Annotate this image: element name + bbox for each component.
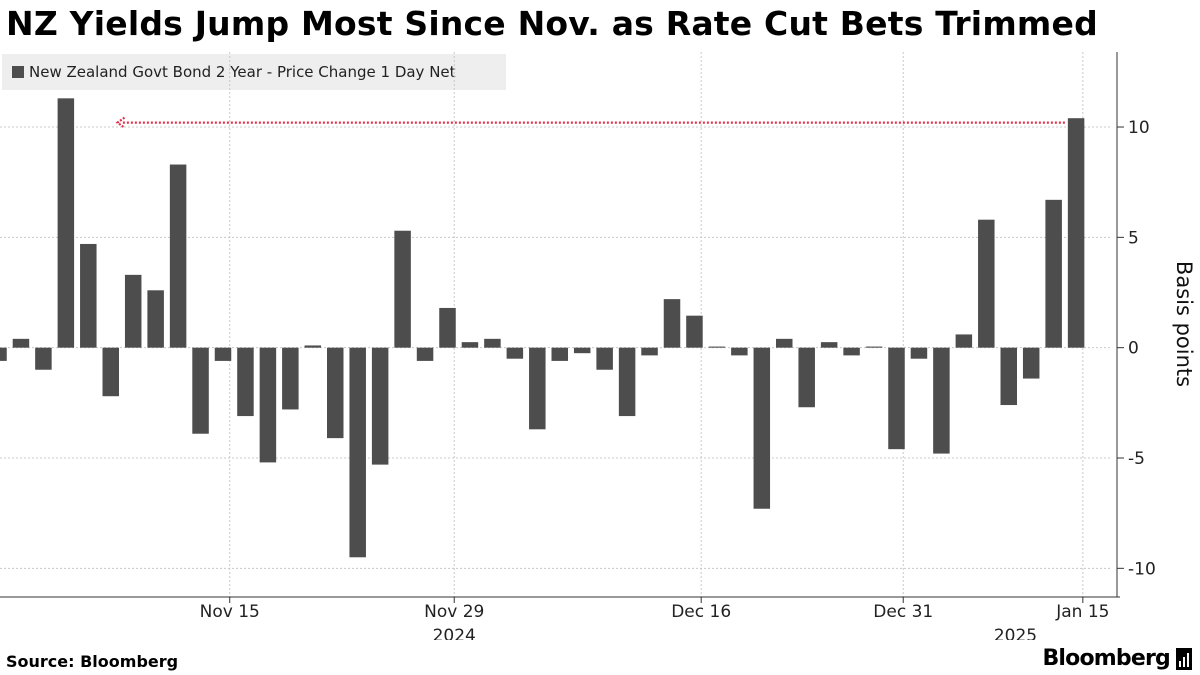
bar [618, 347, 636, 417]
bar [551, 347, 568, 361]
bar [35, 347, 52, 370]
y-tick-label: 5 [1128, 228, 1139, 248]
bloomberg-terminal-icon [1176, 647, 1192, 670]
bloomberg-logo: Bloomberg [1042, 646, 1192, 671]
bar [573, 347, 591, 354]
bar [461, 342, 479, 348]
bar [282, 347, 299, 410]
bar [843, 347, 860, 356]
bar [731, 347, 748, 356]
bar [1000, 347, 1017, 406]
bar [641, 347, 658, 356]
x-tick-label: Dec 31 [873, 602, 933, 622]
bar [978, 219, 995, 348]
bar [304, 345, 322, 348]
bar [506, 347, 524, 359]
x-tick-label: Dec 16 [671, 602, 731, 622]
bar [439, 307, 456, 348]
bar [80, 243, 97, 348]
x-tick-label: Nov 29 [424, 602, 484, 622]
bar [327, 347, 344, 439]
bar [237, 347, 254, 417]
x-year-label: 2025 [994, 626, 1037, 640]
bar [596, 347, 613, 370]
source-note: Source: Bloomberg [6, 652, 179, 671]
bar [888, 347, 905, 450]
bar [124, 274, 142, 348]
bar [663, 299, 681, 348]
gridlines [0, 52, 1110, 597]
legend-label: New Zealand Govt Bond 2 Year - Price Cha… [29, 63, 456, 81]
x-tick-label: Jan 15 [1055, 602, 1109, 622]
legend: New Zealand Govt Bond 2 Year - Price Cha… [2, 54, 506, 90]
bar [1022, 347, 1040, 379]
bar [371, 347, 389, 465]
annotation [115, 116, 1065, 129]
x-tick-label: Nov 15 [200, 602, 260, 622]
bar [57, 98, 75, 348]
bar [910, 347, 928, 359]
bar [865, 346, 883, 348]
axes: -10 -5 0 5 10 Nov 15 Nov 29 Dec 16 Dec 31 Jan 15 2… [0, 52, 1156, 640]
legend-swatch [12, 66, 24, 78]
bar [1067, 118, 1085, 348]
y-tick-label: -5 [1128, 449, 1145, 469]
y-tick-label: -10 [1128, 559, 1156, 579]
bar [820, 342, 838, 348]
bar [214, 347, 232, 361]
bar [708, 346, 726, 348]
bar [349, 347, 366, 558]
bar [1045, 199, 1062, 348]
bar [529, 347, 546, 430]
bar [12, 338, 30, 348]
bar [169, 164, 187, 348]
bar [147, 290, 164, 348]
bar [933, 347, 950, 454]
y-tick-label: 10 [1128, 118, 1150, 138]
bar [416, 347, 434, 361]
bar [484, 338, 501, 348]
bars [0, 98, 1085, 558]
brand-wordmark: Bloomberg [1042, 646, 1170, 671]
bar [394, 230, 411, 348]
bar [753, 347, 771, 509]
bar [192, 347, 209, 434]
y-axis-title: Basis points [1172, 261, 1196, 387]
bar [102, 347, 119, 397]
bar [798, 347, 815, 408]
bar-chart: -10 -5 0 5 10 Nov 15 Nov 29 Dec 16 Dec 31 Jan 15 2… [0, 52, 1196, 640]
bar [686, 315, 703, 348]
chart-title: NZ Yields Jump Most Since Nov. as Rate C… [6, 4, 1098, 43]
bar [0, 347, 7, 361]
annotation-arrow-head [115, 116, 126, 129]
bar [776, 338, 793, 348]
y-tick-label: 0 [1128, 339, 1139, 359]
bar [955, 334, 973, 348]
bar [259, 347, 277, 463]
x-year-label: 2024 [433, 626, 476, 640]
